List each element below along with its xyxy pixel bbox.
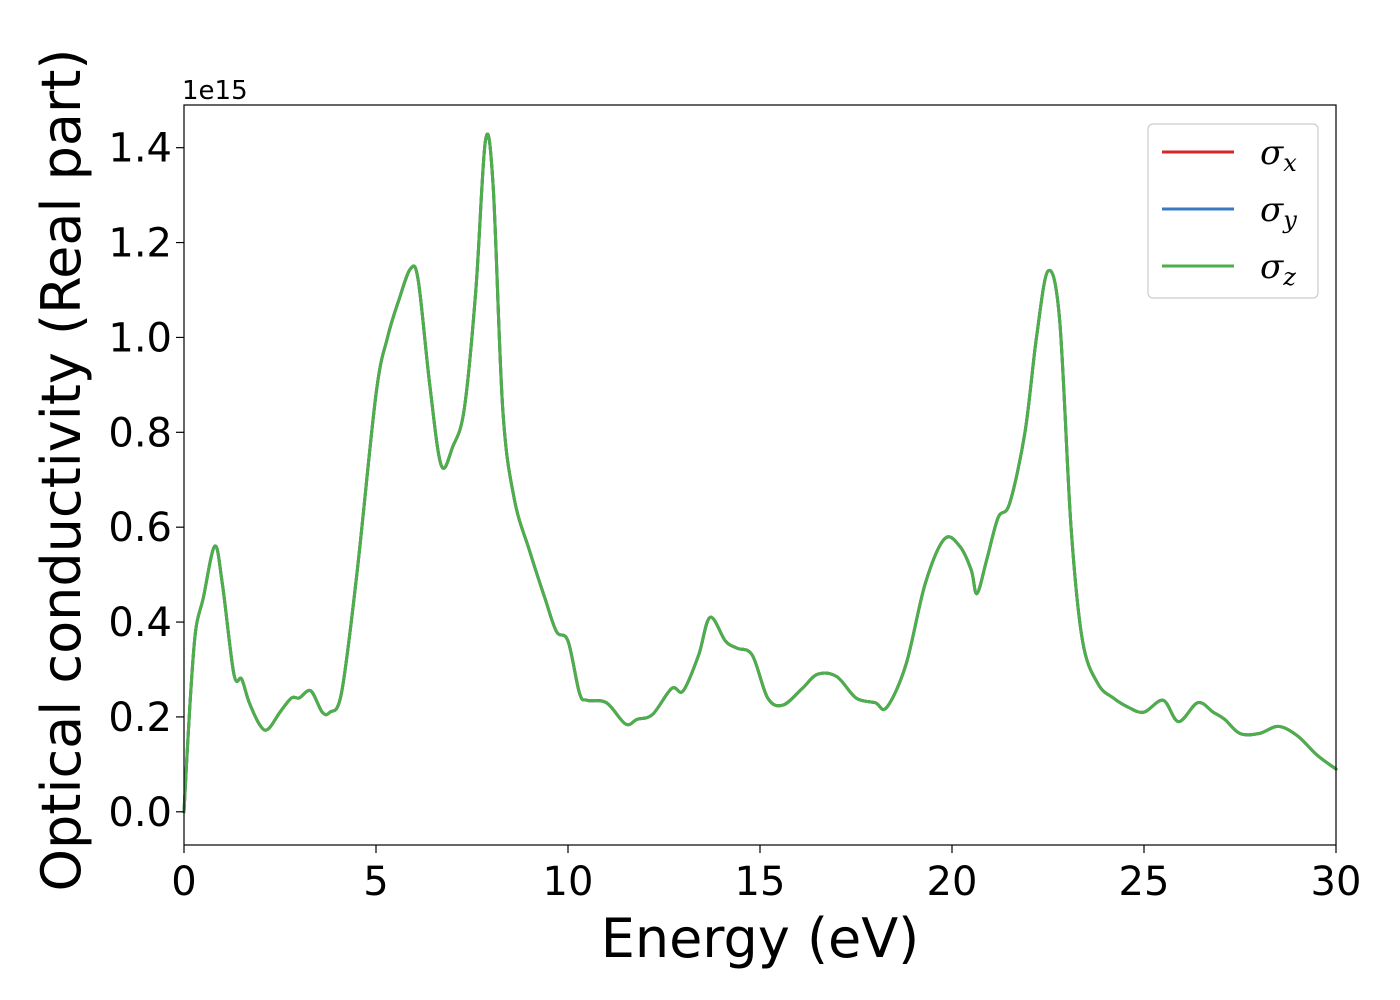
legend-label-z: σz [1260,247,1296,291]
legend-box [1147,123,1319,299]
y-axis-ticks: 0.0 0.2 0.4 0.6 0.8 1.0 1.2 1.4 [108,126,184,836]
x-tick-label: 20 [927,859,978,905]
y-axis-offset-label: 1e15 [182,76,248,106]
series-layer [182,132,1338,814]
legend-label-y: σy [1260,190,1297,234]
y-tick-label: 0.0 [108,790,172,836]
x-tick-label: 25 [1119,859,1170,905]
x-tick-label: 30 [1311,859,1362,905]
x-axis-ticks: 0 5 10 15 20 25 30 [171,845,1361,905]
y-tick-label: 0.8 [108,410,172,456]
x-tick-label: 5 [363,859,388,905]
y-tick-label: 0.4 [108,600,172,646]
y-tick-label: 1.0 [108,315,172,361]
y-axis-label: Optical conductivity (Real part) [30,49,93,892]
y-tick-label: 0.2 [108,695,172,741]
legend-label-x: σx [1260,133,1297,177]
y-tick-label: 0.6 [108,505,172,551]
x-tick-label: 10 [543,859,594,905]
series-line-z-conductivity [182,132,1338,814]
x-tick-label: 15 [735,859,786,905]
y-tick-label: 1.2 [108,221,172,267]
x-axis-label: Energy (eV) [601,907,920,970]
y-tick-label: 1.4 [108,126,172,172]
x-tick-label: 0 [171,859,196,905]
legend: σx σy σz [1147,123,1319,299]
